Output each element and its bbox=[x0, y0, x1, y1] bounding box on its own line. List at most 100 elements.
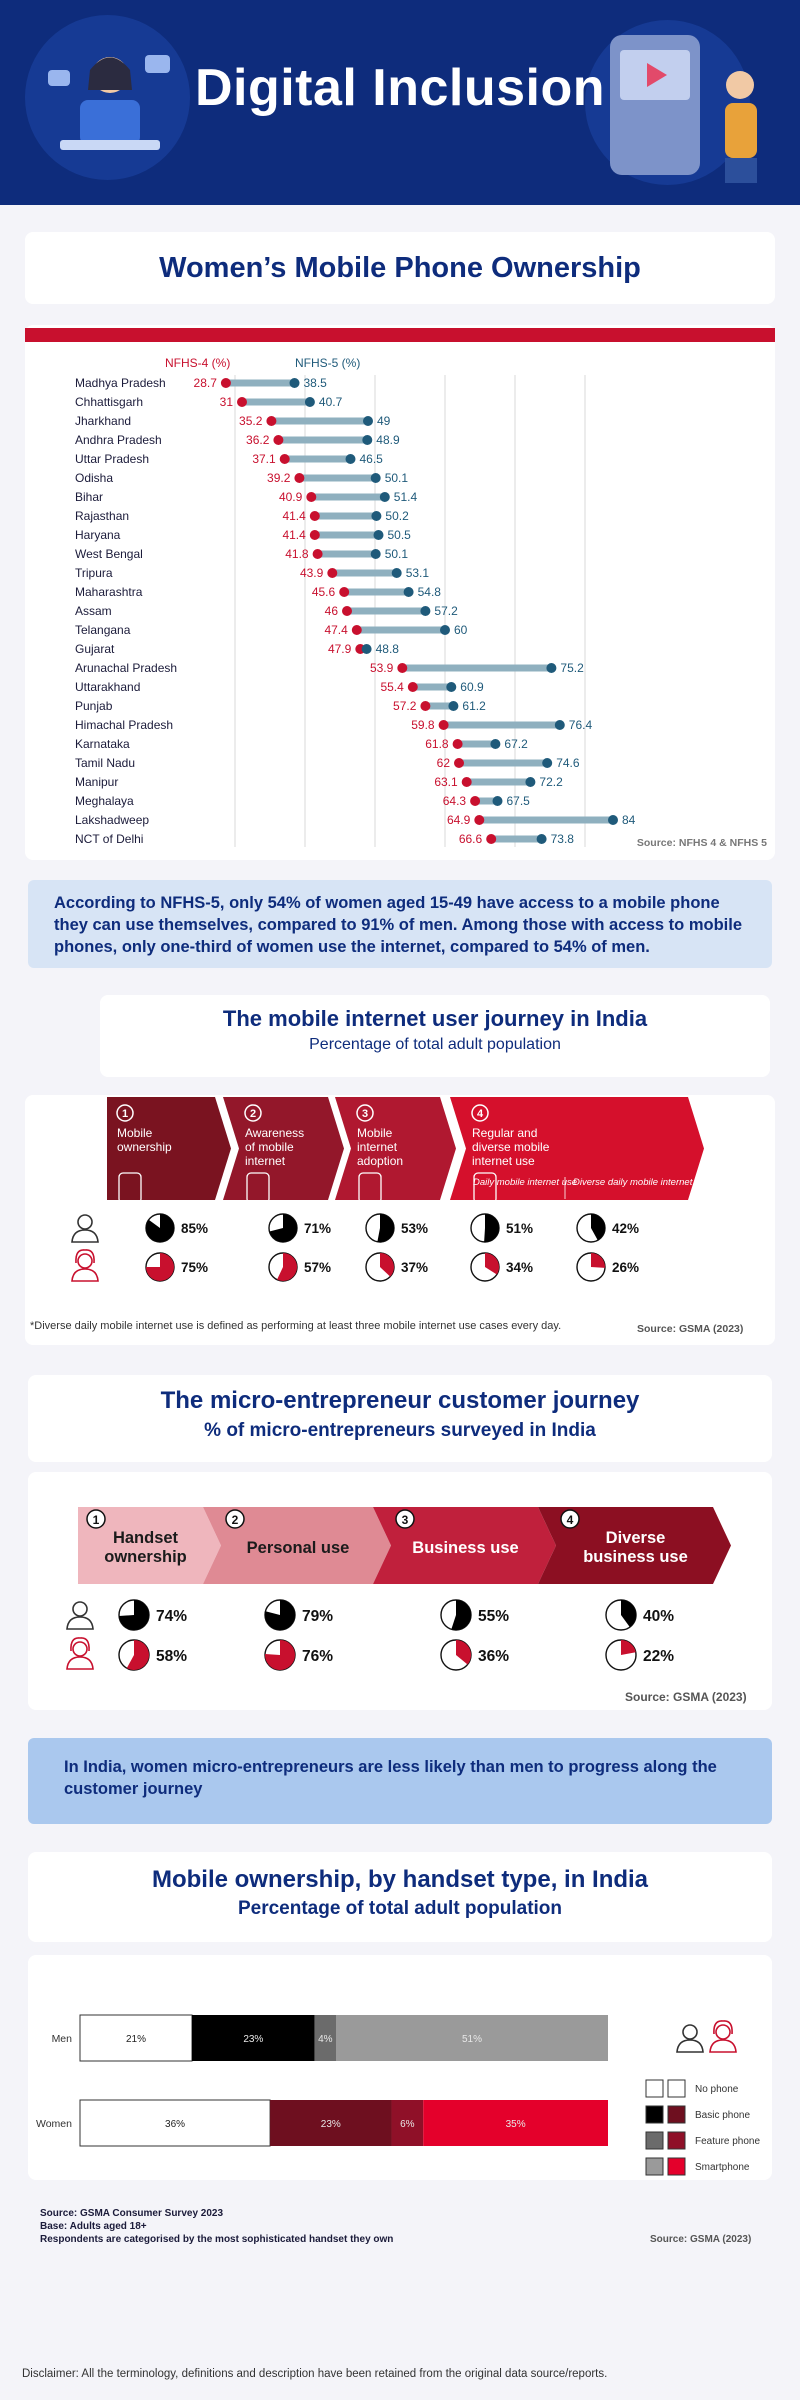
legend-label: Feature phone bbox=[695, 2136, 760, 2147]
step-label: business use bbox=[583, 1548, 688, 1566]
nfhs4-value: 31 bbox=[220, 395, 234, 409]
ownership-source: Source: NFHS 4 & NFHS 5 bbox=[637, 837, 767, 849]
nfhs5-point bbox=[542, 758, 553, 768]
step-label: internet bbox=[357, 1140, 398, 1154]
men-pie bbox=[605, 1599, 637, 1631]
step-label: of mobile bbox=[245, 1140, 294, 1154]
women-percent: 57% bbox=[304, 1260, 331, 1275]
step-number-badge bbox=[356, 1104, 374, 1122]
step-number: 2 bbox=[232, 1513, 239, 1527]
sub-label-daily: Daily mobile internet use bbox=[473, 1177, 577, 1188]
step-label: Regular and bbox=[472, 1126, 537, 1140]
nfhs5-point bbox=[373, 530, 384, 540]
nfhs4-point bbox=[351, 625, 362, 635]
legend-swatch-men bbox=[645, 2131, 664, 2150]
nfhs4-point bbox=[452, 739, 463, 749]
women-pie bbox=[365, 1252, 395, 1282]
segment-label: 36% bbox=[165, 2119, 185, 2130]
journey-subtitle: Percentage of total adult population bbox=[309, 1036, 561, 1053]
step-number: 3 bbox=[402, 1513, 409, 1527]
bar-segment bbox=[79, 2099, 271, 2147]
phone-user-illustration bbox=[610, 35, 757, 183]
men-percent: 74% bbox=[156, 1608, 187, 1625]
nfhs5-value: 75.2 bbox=[560, 661, 584, 675]
nfhs4-value: 66.6 bbox=[459, 832, 483, 846]
nfhs4-point bbox=[312, 549, 323, 559]
state-label: Tripura bbox=[75, 566, 113, 580]
handset-source: Source: GSMA (2023) bbox=[650, 2234, 752, 2245]
journey-step-chevron bbox=[223, 1097, 344, 1200]
nfhs4-value: 57.2 bbox=[393, 699, 417, 713]
nfhs5-value: 48.9 bbox=[376, 433, 400, 447]
state-label: West Bengal bbox=[75, 547, 143, 561]
ownership-note: According to NFHS-5, only 54% of women a… bbox=[28, 880, 772, 968]
nfhs5-point bbox=[546, 663, 557, 673]
handset-subtitle: Percentage of total adult population bbox=[237, 1898, 563, 1919]
phone-icon bbox=[118, 1172, 142, 1204]
step-label: Diverse bbox=[606, 1529, 666, 1547]
nfhs4-value: 64.3 bbox=[443, 794, 467, 808]
women-percent: 76% bbox=[302, 1648, 333, 1665]
women-percent: 34% bbox=[506, 1260, 533, 1275]
nfhs5-point bbox=[361, 644, 372, 654]
nfhs4-point bbox=[309, 530, 320, 540]
bar-segment bbox=[391, 2100, 424, 2146]
handset-note: Source: GSMA Consumer Survey 2023 bbox=[40, 2208, 224, 2219]
nfhs4-point bbox=[454, 758, 464, 768]
men-pie bbox=[118, 1599, 150, 1631]
nfhs5-point bbox=[420, 606, 431, 616]
women-percent: 37% bbox=[401, 1260, 428, 1275]
nfhs4-point bbox=[327, 568, 338, 578]
nfhs4-value: 61.8 bbox=[425, 737, 449, 751]
men-pie bbox=[440, 1599, 472, 1631]
women-percent: 36% bbox=[478, 1648, 509, 1665]
state-label: Lakshadweep bbox=[75, 813, 149, 827]
step-number: 4 bbox=[477, 1108, 484, 1120]
nfhs5-point bbox=[490, 739, 501, 749]
legend-label: Basic phone bbox=[695, 2110, 750, 2121]
journey-footnote: *Diverse daily mobile internet use is de… bbox=[30, 1320, 562, 1332]
nfhs4-value: 36.2 bbox=[246, 433, 270, 447]
state-label: Meghalaya bbox=[75, 794, 134, 808]
nfhs4-value: 35.2 bbox=[239, 414, 263, 428]
step-label: diverse mobile bbox=[472, 1140, 550, 1154]
row-label: Men bbox=[52, 2033, 73, 2045]
nfhs4-point bbox=[220, 378, 231, 388]
legend-label: No phone bbox=[695, 2084, 739, 2095]
male-person-icon bbox=[71, 1214, 99, 1243]
step-label: Mobile bbox=[357, 1126, 393, 1140]
step-number-badge bbox=[395, 1509, 415, 1529]
nfhs4-point bbox=[474, 815, 485, 825]
segment-label: 23% bbox=[321, 2119, 341, 2130]
nfhs4-point bbox=[306, 492, 317, 502]
women-pie bbox=[470, 1252, 500, 1282]
segment-label: 4% bbox=[318, 2034, 333, 2045]
nfhs4-point bbox=[294, 473, 305, 483]
male-person-icon bbox=[676, 2024, 704, 2053]
state-label: Chhattisgarh bbox=[75, 395, 143, 409]
state-label: Jharkhand bbox=[75, 414, 131, 428]
nfhs5-point bbox=[554, 720, 565, 730]
nfhs4-value: 40.9 bbox=[279, 490, 303, 504]
micro-note: In India, women micro-entrepreneurs are … bbox=[28, 1738, 772, 1824]
men-pie bbox=[264, 1599, 296, 1631]
nfhs4-value: 53.9 bbox=[370, 661, 394, 675]
men-percent: 71% bbox=[304, 1221, 331, 1236]
male-person-icon bbox=[66, 1601, 94, 1630]
nfhs5-point bbox=[608, 815, 618, 825]
bar-segment bbox=[79, 2014, 193, 2062]
nfhs4-point bbox=[339, 587, 350, 597]
nfhs5-value: 73.8 bbox=[551, 832, 575, 846]
nfhs5-value: 40.7 bbox=[319, 395, 343, 409]
header-banner: Digital Inclusion bbox=[0, 0, 800, 205]
step-label: ownership bbox=[117, 1140, 172, 1154]
nfhs5-value: 46.5 bbox=[360, 452, 384, 466]
men-percent: 55% bbox=[478, 1608, 509, 1625]
micro-subtitle: % of micro-entrepreneurs surveyed in Ind… bbox=[204, 1420, 596, 1441]
men-percent: 79% bbox=[302, 1608, 333, 1625]
state-label: Karnataka bbox=[75, 737, 130, 751]
nfhs5-point bbox=[448, 701, 459, 711]
step-label: adoption bbox=[357, 1154, 403, 1168]
legend-swatch-women bbox=[667, 2131, 686, 2150]
